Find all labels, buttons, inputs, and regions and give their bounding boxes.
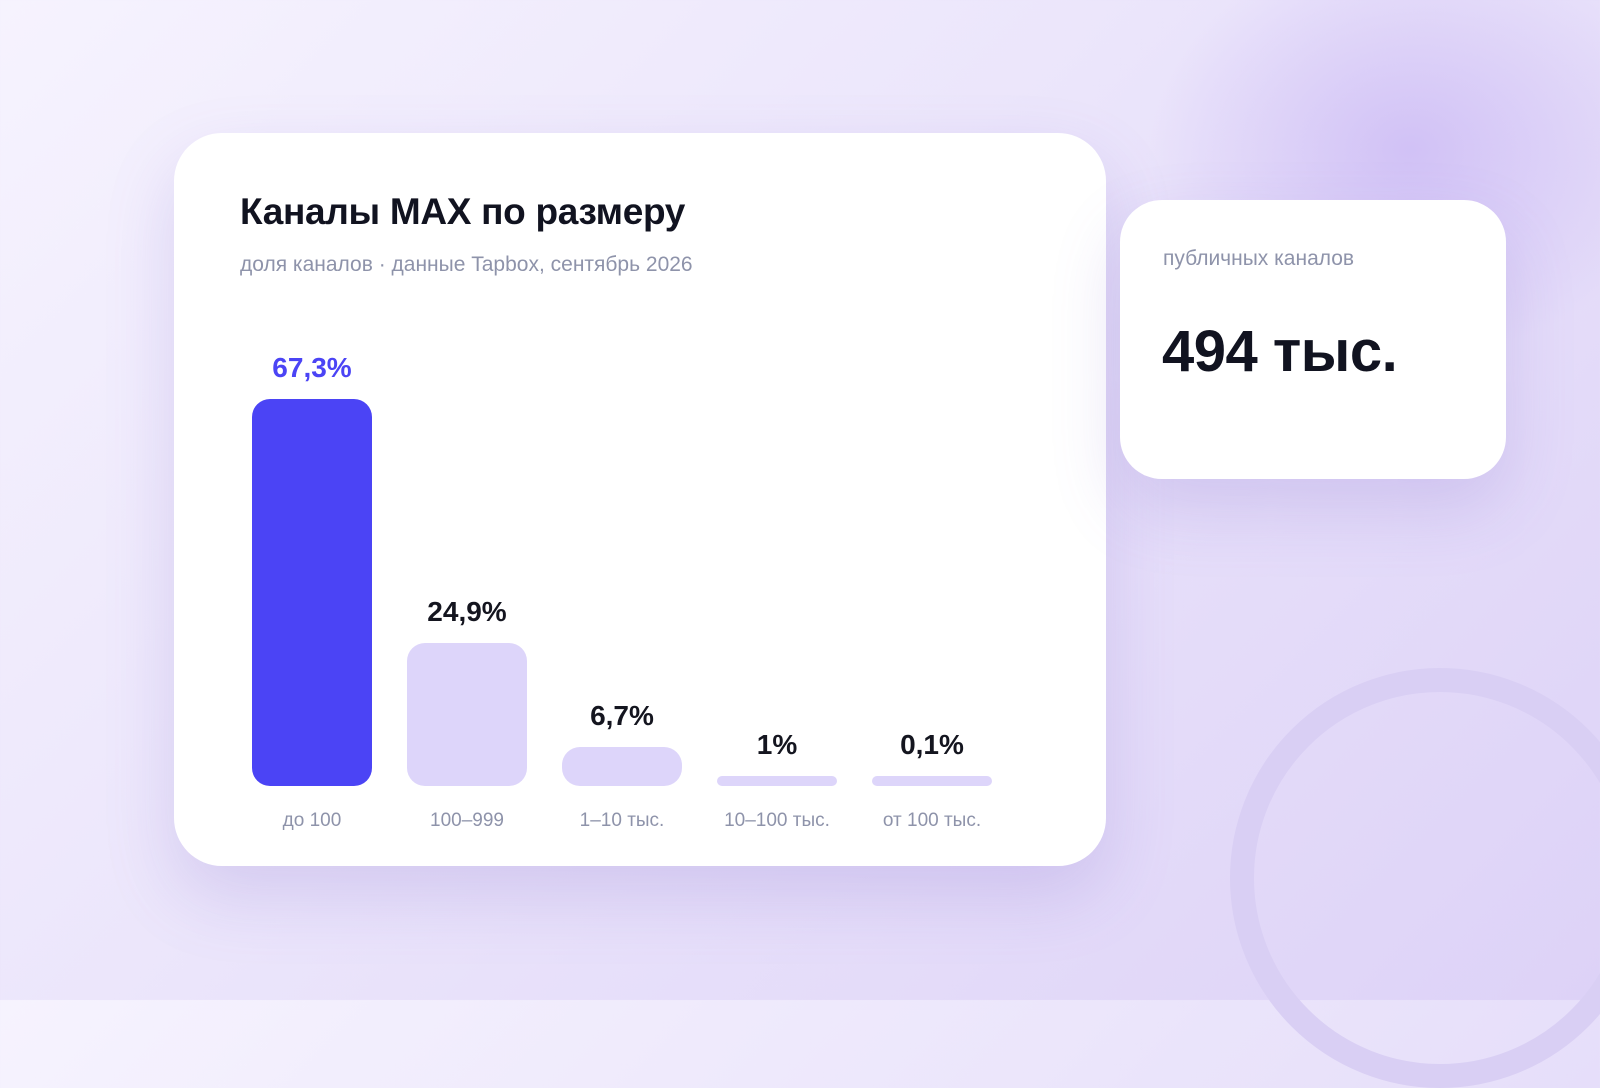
category-label: до 100 (282, 810, 342, 831)
category-label: от 100 тыс. (882, 810, 982, 831)
bar-value-label: 0,1% (900, 729, 964, 760)
category-label: 1–10 тыс. (579, 810, 665, 831)
category-label: 10–100 тыс. (724, 810, 830, 831)
stat-card: публичных каналов 494 тыс. (1120, 200, 1506, 479)
chart-subtitle: доля каналов · данные Tapbox, сентябрь 2… (240, 253, 693, 276)
chart-card: Каналы MAX по размеру доля каналов · дан… (174, 133, 1106, 866)
bar-3 (562, 747, 682, 786)
stat-label: публичных каналов (1163, 247, 1355, 270)
category-label: 100–999 (430, 810, 504, 831)
bar-5 (872, 776, 992, 786)
bar-plot: 67,3% до 100 24,9% 100–999 6,7% 1–10 тыс. 1% 10… (252, 333, 1032, 893)
bar-value-label: 67,3% (272, 352, 352, 383)
bar-1 (252, 399, 372, 786)
bar-value-label: 24,9% (427, 595, 507, 627)
bar-2 (407, 642, 527, 786)
bar-value-label: 1% (756, 729, 798, 760)
chart-title: Каналы MAX по размеру (240, 191, 686, 232)
bar-value-label: 6,7% (590, 700, 654, 732)
stat-value: 494 тыс. (1162, 319, 1398, 384)
decorative-ring (1230, 668, 1600, 1088)
bar-4 (717, 776, 837, 786)
